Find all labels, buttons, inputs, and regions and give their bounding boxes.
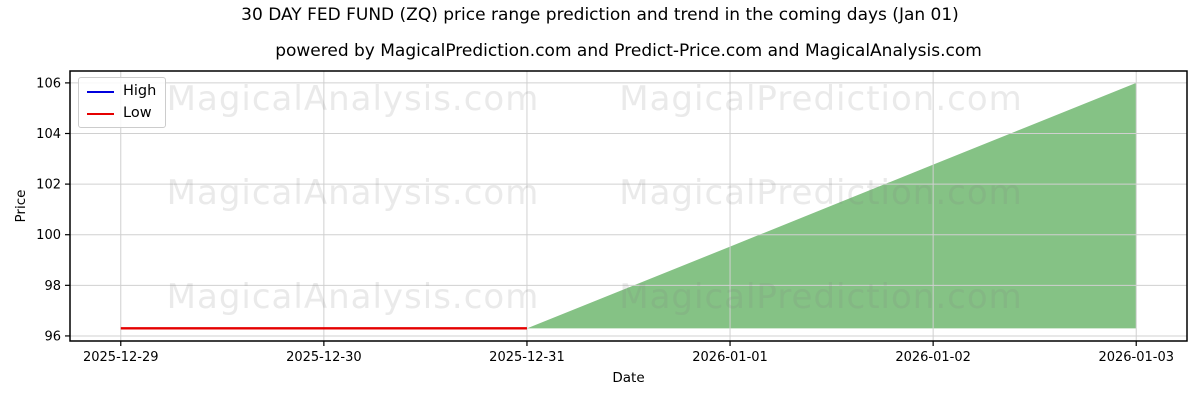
low-line-swatch	[87, 112, 114, 115]
legend-label-low: Low	[123, 105, 152, 121]
x-tick-label: 2026-01-01	[692, 350, 768, 365]
chart-subtitle: powered by MagicalPrediction.com and Pre…	[275, 41, 982, 61]
y-tick-label: 104	[36, 127, 61, 142]
high-line-swatch	[87, 90, 114, 93]
legend-item-low: Low	[87, 106, 156, 121]
y-tick-label: 100	[36, 228, 61, 243]
chart-title: 30 DAY FED FUND (ZQ) price range predict…	[241, 5, 959, 25]
y-tick-label: 102	[36, 178, 61, 193]
y-tick-label: 106	[36, 76, 61, 91]
y-tick-label: 96	[44, 329, 61, 344]
x-axis-label: Date	[612, 370, 645, 386]
x-tick-label: 2025-12-31	[489, 350, 565, 365]
plot-border	[69, 70, 1188, 342]
legend-label-high: High	[123, 83, 157, 99]
legend-item-high: High	[87, 84, 156, 99]
legend: High Low	[78, 77, 167, 128]
x-tick-label: 2026-01-02	[895, 350, 971, 365]
x-tick-label: 2025-12-30	[286, 350, 362, 365]
y-tick-label: 98	[44, 279, 61, 294]
prediction-range-fill	[526, 82, 1137, 329]
x-tick-label: 2025-12-29	[83, 350, 159, 365]
x-tick-label: 2026-01-03	[1098, 350, 1174, 365]
